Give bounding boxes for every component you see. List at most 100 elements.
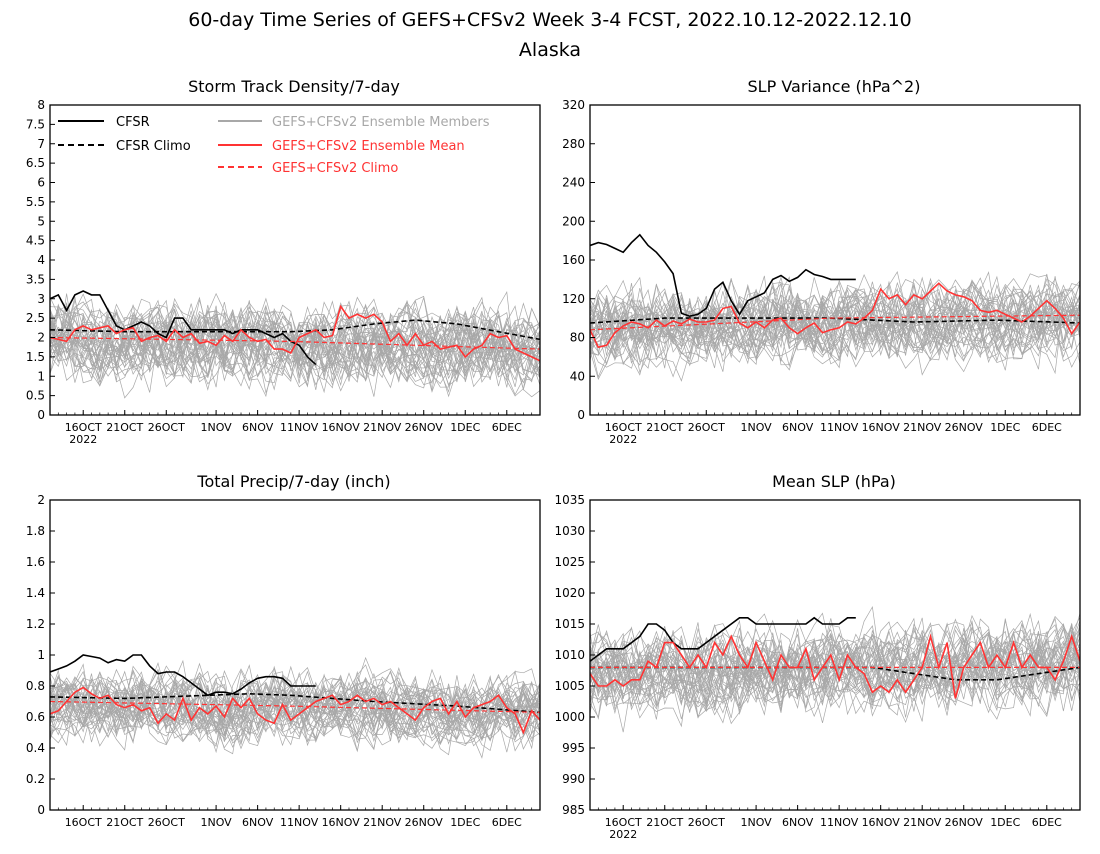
- y-tick-label: 0: [37, 803, 45, 817]
- ensemble-member-line: [50, 291, 540, 384]
- ensemble-member-line: [590, 631, 1080, 716]
- ensemble-member-line: [590, 279, 1080, 371]
- ensemble-member-line: [590, 623, 1080, 725]
- x-tick-label: 6NOV: [242, 816, 274, 829]
- y-tick-label: 1015: [554, 617, 585, 631]
- x-tick-label: 11NOV: [280, 816, 319, 829]
- ensemble-member-line: [50, 296, 540, 380]
- panel-storm-track-density: Storm Track Density/7-day 0 0.5 1 1.5 2 2.5 3 3…: [26, 77, 541, 446]
- series-cfsr-line: [50, 654, 316, 697]
- ensemble-member-line: [590, 283, 1080, 367]
- ensemble-member-line: [590, 281, 1080, 369]
- ensemble-member-line: [590, 631, 1080, 728]
- ensemble-member-line: [50, 304, 540, 399]
- ensemble-member-line: [590, 297, 1080, 375]
- ensemble-member-line: [50, 297, 540, 391]
- x-tick-label: 6DEC: [1032, 421, 1062, 434]
- series-ensemble-mean-line: [50, 304, 540, 362]
- figure-subtitle: Alaska: [519, 39, 581, 61]
- x-tick-label: 21NOV: [903, 816, 942, 829]
- plot-area: [590, 233, 1080, 382]
- plot-frame: [49, 499, 541, 811]
- y-tick-label: 1.4: [26, 586, 45, 600]
- x-tick-label: 26OCT: [148, 816, 185, 829]
- series-cfsr-line: [50, 290, 317, 366]
- ensemble-member-line: [50, 305, 540, 391]
- ensemble-member-line: [590, 621, 1080, 710]
- x-tick-label: 1DEC: [450, 421, 480, 434]
- x-tick-label: 1NOV: [740, 816, 772, 829]
- x-tick-label: 21NOV: [363, 816, 402, 829]
- series-cfsr-climo-line: [50, 319, 540, 341]
- ensemble-member-line: [590, 621, 1080, 707]
- x-tick-label: 21OCT: [106, 421, 143, 434]
- series-ensemble-mean-line: [590, 282, 1080, 349]
- ensemble-member-line: [50, 672, 540, 744]
- ensemble-member-line: [590, 282, 1080, 369]
- y-tick-label: 1.8: [26, 524, 45, 538]
- y-tick-label: 0.6: [26, 710, 45, 724]
- y-tick-label: 1035: [554, 493, 585, 507]
- y-tick-label: 990: [562, 772, 585, 786]
- x-tick-label: 21OCT: [106, 816, 143, 829]
- series-climo-line: [590, 314, 1080, 331]
- x-tick-label: 1DEC: [990, 816, 1020, 829]
- y-tick-label: 200: [562, 214, 585, 228]
- series-cfsr-line: [590, 616, 856, 662]
- plot-area: [50, 290, 540, 399]
- y-tick-label: 1.2: [26, 617, 45, 631]
- series-cfsr-line: [590, 233, 856, 318]
- x-tick-label: 1NOV: [200, 816, 232, 829]
- ensemble-member-line: [50, 672, 540, 750]
- x-tick-label: 6NOV: [782, 816, 814, 829]
- y-tick-label: 1030: [554, 524, 585, 538]
- ensemble-member-line: [50, 676, 540, 744]
- figure-title: 60-day Time Series of GEFS+CFSv2 Week 3-…: [188, 9, 912, 31]
- x-tick-label: 1DEC: [990, 421, 1020, 434]
- x-tick-label: 11NOV: [280, 421, 319, 434]
- y-tick-label: 985: [562, 803, 585, 817]
- y-tick-label: 1020: [554, 586, 585, 600]
- x-tick-label: 11NOV: [820, 816, 859, 829]
- panel-mean-slp: Mean SLP (hPa) 985 990 995 1000 1005 1010 1015…: [554, 472, 1081, 841]
- ensemble-member-line: [50, 296, 540, 396]
- y-tick-label: 2: [37, 493, 45, 507]
- x-tick-label: 16NOV: [862, 421, 901, 434]
- series-ensemble-mean-line: [50, 686, 540, 735]
- x-tick-label: 16OCT: [605, 816, 642, 829]
- x-tick-label: 21OCT: [646, 421, 683, 434]
- x-tick-label: 21NOV: [903, 421, 942, 434]
- x-tick-label: 1NOV: [200, 421, 232, 434]
- ensemble-member-line: [50, 667, 540, 744]
- plot-area: [50, 654, 540, 759]
- y-tick-label: 1005: [554, 679, 585, 693]
- legend-label-cfsr: CFSR: [116, 115, 150, 130]
- ensemble-member-line: [50, 303, 540, 398]
- x-year-label: 2022: [609, 828, 637, 841]
- x-tick-label: 26OCT: [688, 816, 725, 829]
- y-tick-label: 3: [37, 292, 45, 306]
- ensemble-member-line: [50, 669, 540, 738]
- legend: CFSR CFSR Climo GEFS+CFSv2 Ensemble Memb…: [58, 115, 490, 176]
- ensemble-member-line: [50, 313, 540, 381]
- ensemble-member-line: [590, 278, 1080, 365]
- y-tick-label: 40: [570, 369, 585, 383]
- ensemble-member-line: [590, 271, 1080, 361]
- x-tick-label: 6DEC: [492, 816, 522, 829]
- ensemble-member-line: [50, 305, 540, 394]
- x-tick-label: 16OCT: [65, 816, 102, 829]
- x-tick-label: 21NOV: [363, 421, 402, 434]
- x-tick-label: 1NOV: [740, 421, 772, 434]
- panel-title: SLP Variance (hPa^2): [748, 77, 921, 96]
- ensemble-member-line: [590, 639, 1080, 720]
- y-tick-label: 0: [577, 408, 585, 422]
- y-tick-label: 4: [37, 253, 45, 267]
- x-tick-label: 16OCT: [65, 421, 102, 434]
- x-tick-label: 16OCT: [605, 421, 642, 434]
- y-tick-label: 8: [37, 98, 45, 112]
- x-tick-label: 16NOV: [322, 816, 361, 829]
- y-tick-label: 80: [570, 331, 585, 345]
- y-tick-label: 160: [562, 253, 585, 267]
- legend-label-mean: GEFS+CFSv2 Ensemble Mean: [272, 139, 465, 154]
- legend-label-members: GEFS+CFSv2 Ensemble Members: [272, 115, 490, 130]
